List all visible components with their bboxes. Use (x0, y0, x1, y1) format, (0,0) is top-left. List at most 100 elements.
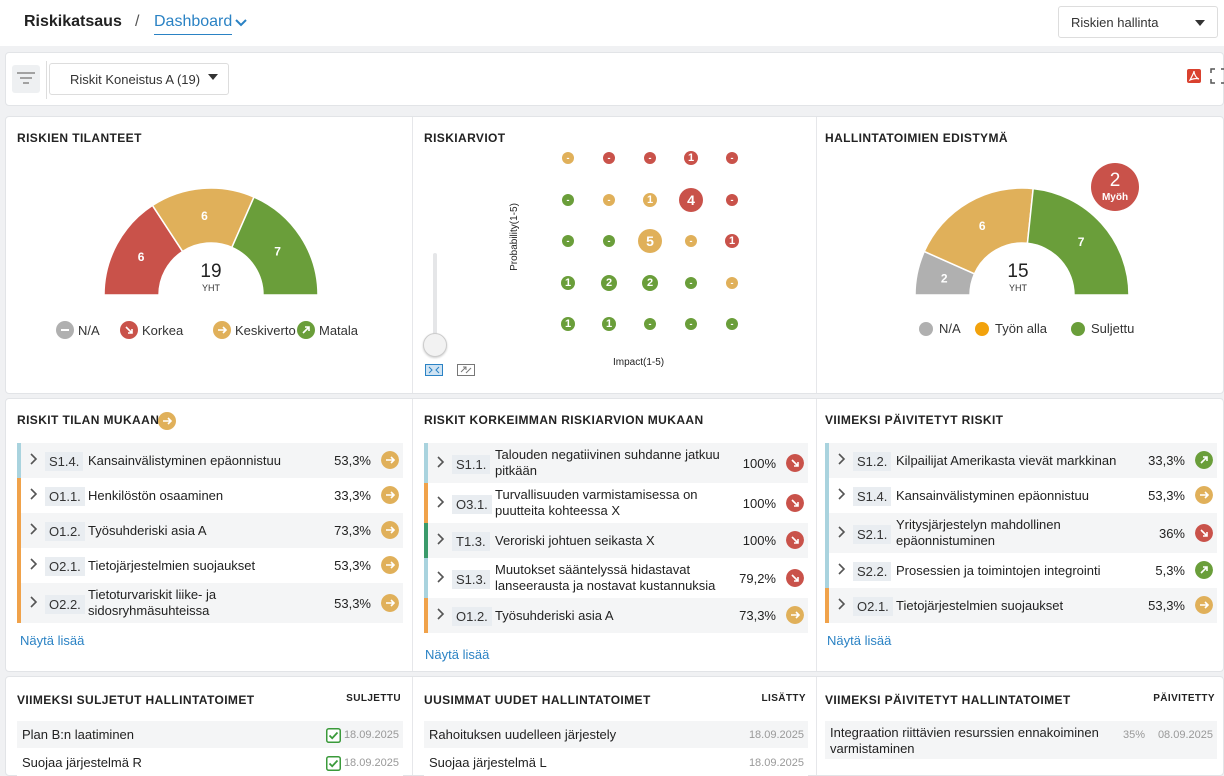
matrix-cell[interactable]: - (685, 235, 697, 247)
matrix-cell[interactable]: 1 (561, 317, 575, 331)
chevron-right-icon[interactable] (436, 570, 446, 584)
chevron-right-icon[interactable] (436, 607, 446, 621)
risk-list-item[interactable]: O3.1. Turvallisuuden varmistamisessa on pu… (424, 483, 808, 523)
matrix-cell[interactable]: - (644, 318, 656, 330)
minus-icon (56, 321, 74, 339)
new-controls-panel: UUSIMMAT UUDET HALLINTATOIMET LISÄTTY Ra… (412, 677, 816, 776)
control-progress-segment[interactable] (923, 187, 1035, 275)
chevron-right-icon[interactable] (436, 495, 446, 509)
matrix-cell[interactable]: - (726, 152, 738, 164)
show-more-link[interactable]: Näytä lisää (827, 633, 892, 648)
panel-title: RISKIT KORKEIMMAN RISKIARVION MUKAAN (424, 413, 704, 427)
control-progress-gauge[interactable]: 2 6 7 (907, 177, 1137, 302)
chevron-right-icon[interactable] (837, 452, 847, 466)
matrix-cell[interactable]: 2 (642, 274, 658, 291)
matrix-cell[interactable]: - (726, 318, 738, 330)
filter-button[interactable] (12, 65, 40, 93)
risk-list-item[interactable]: O1.2. Työsuhderiski asia A 73,3% (17, 513, 403, 548)
risk-list-item[interactable]: S1.2. Kilpailijat Amerikasta vievät markk… (825, 443, 1217, 478)
matrix-cell[interactable]: - (726, 193, 738, 206)
matrix-cell[interactable]: - (603, 193, 615, 206)
caret-down-icon (208, 74, 218, 80)
matrix-cell[interactable]: 2 (601, 274, 617, 291)
matrix-cell[interactable]: 1 (684, 151, 698, 165)
module-select-value: Riskien hallinta (1071, 15, 1159, 30)
matrix-cell[interactable]: - (685, 318, 697, 330)
control-progress-segment[interactable] (1026, 187, 1130, 296)
risk-list-item[interactable]: O2.2. Tietoturvariskit liike- ja sidosryhm… (17, 583, 403, 623)
risk-name: Tietojärjestelmien suojaukset (896, 598, 1064, 613)
arrow-right-icon[interactable] (158, 412, 176, 430)
matrix-cell[interactable]: 1 (602, 317, 616, 331)
risk-list-item[interactable]: T1.3. Veroriski johtuen seikasta X 100% (424, 523, 808, 558)
chevron-right-icon[interactable] (29, 595, 39, 609)
legend-item-low[interactable]: Matala (297, 321, 358, 339)
matrix-cell[interactable]: 4 (679, 187, 703, 212)
legend-item-na[interactable]: N/A (56, 321, 100, 339)
risk-name: Työsuhderiski asia A (88, 523, 207, 538)
show-more-link[interactable]: Näytä lisää (20, 633, 85, 648)
risk-list-item[interactable]: S1.1. Talouden negatiivinen suhdanne jatk… (424, 443, 808, 483)
risk-status-segment[interactable] (230, 196, 319, 296)
overdue-badge[interactable]: 2 Myöh (1091, 163, 1139, 211)
chevron-right-icon[interactable] (837, 597, 847, 611)
matrix-cell[interactable]: 5 (638, 229, 662, 253)
shrink-icon[interactable] (425, 364, 443, 376)
matrix-cell[interactable]: - (603, 152, 615, 164)
matrix-cell[interactable]: - (562, 235, 574, 247)
risk-list-item[interactable]: S1.4. Kansainvälistyminen epäonnistuu 53,3… (825, 478, 1217, 513)
control-row[interactable]: Plan B:n laatiminen 18.09.2025 (17, 721, 403, 748)
chevron-right-icon[interactable] (436, 532, 446, 546)
risk-matrix-panel: RISKIARVIOT Probability(1-5) Impact(1-5)… (412, 117, 816, 393)
risk-percentage: 100% (742, 456, 776, 471)
legend-item-medium[interactable]: Keskiverto (213, 321, 296, 339)
risk-list-item[interactable]: O1.2. Työsuhderiski asia A 73,3% (424, 598, 808, 633)
expand-icon[interactable] (457, 364, 475, 376)
risk-list-item[interactable]: S2.2. Prosessien ja toimintojen integroin… (825, 553, 1217, 588)
matrix-cell[interactable]: - (685, 276, 697, 289)
matrix-cell[interactable]: - (603, 235, 615, 247)
legend-item-closed[interactable]: Suljettu (1071, 321, 1134, 336)
zoom-slider-track[interactable] (433, 253, 437, 345)
control-row[interactable]: Integraation riittävien resurssien ennak… (825, 721, 1217, 759)
chevron-right-icon[interactable] (837, 562, 847, 576)
risk-list-item[interactable]: S1.4. Kansainvälistyminen epäonnistuu 53,3… (17, 443, 403, 478)
risk-filter-select[interactable]: Riskit Koneistus A (19) (49, 63, 229, 95)
control-row[interactable]: Rahoituksen uudelleen järjestely 18.09.2… (424, 721, 808, 748)
legend-label: N/A (78, 322, 100, 338)
matrix-cell[interactable]: - (726, 276, 738, 289)
risk-list-item[interactable]: O2.1. Tietojärjestelmien suojaukset 53,3% (17, 548, 403, 583)
zoom-slider-handle[interactable] (423, 333, 447, 357)
matrix-cell[interactable]: - (562, 152, 574, 164)
chevron-right-icon[interactable] (436, 455, 446, 469)
risk-list-item[interactable]: O1.1. Henkilöstön osaaminen 33,3% (17, 478, 403, 513)
pdf-icon[interactable] (1186, 68, 1202, 84)
risk-list-item[interactable]: O2.1. Tietojärjestelmien suojaukset 53,3% (825, 588, 1217, 623)
arrow-right-icon (1195, 486, 1213, 504)
chevron-right-icon[interactable] (837, 525, 847, 539)
fullscreen-icon[interactable] (1210, 68, 1224, 84)
matrix-cell[interactable]: 1 (561, 275, 575, 290)
matrix-cell[interactable]: 1 (643, 192, 657, 207)
risk-status-gauge[interactable]: 6 6 7 (96, 177, 326, 302)
chevron-right-icon[interactable] (29, 557, 39, 571)
chevron-right-icon[interactable] (29, 452, 39, 466)
chevron-right-icon[interactable] (29, 522, 39, 536)
legend-item-na[interactable]: N/A (919, 321, 961, 336)
chevron-down-icon[interactable] (234, 16, 248, 30)
matrix-cell[interactable]: - (644, 152, 656, 164)
show-more-link[interactable]: Näytä lisää (425, 647, 490, 662)
breadcrumb-root[interactable]: Riskikatsaus (24, 13, 122, 30)
matrix-cell[interactable]: - (562, 193, 574, 206)
legend-item-in-progress[interactable]: Työn alla (975, 321, 1047, 336)
risk-percentage: 100% (742, 533, 776, 548)
module-select[interactable]: Riskien hallinta (1058, 6, 1218, 38)
chevron-right-icon[interactable] (29, 487, 39, 501)
risk-list-item[interactable]: S1.3. Muutokset sääntelyssä hidastavat lan… (424, 558, 808, 598)
chevron-right-icon[interactable] (837, 487, 847, 501)
risk-lists-row: RISKIT TILAN MUKAAN S1.4. Kansainvälistym… (5, 398, 1224, 672)
breadcrumb-current[interactable]: Dashboard (154, 13, 233, 35)
matrix-cell[interactable]: 1 (725, 234, 739, 248)
legend-item-high[interactable]: Korkea (120, 321, 183, 339)
risk-list-item[interactable]: S2.1. Yritysjärjestelyn mahdollinen epäonn… (825, 513, 1217, 553)
